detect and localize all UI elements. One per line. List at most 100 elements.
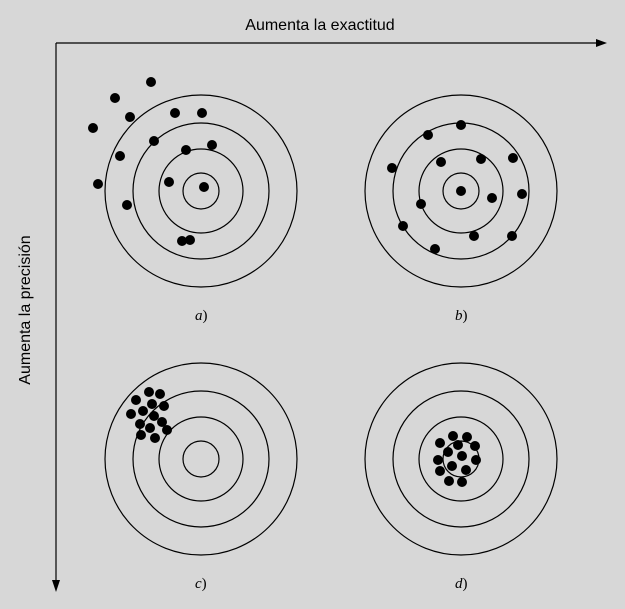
shot-dot xyxy=(157,417,167,427)
shot-dot xyxy=(150,433,160,443)
shot-dot xyxy=(138,406,148,416)
shot-dot xyxy=(144,387,154,397)
target-ring xyxy=(418,416,504,502)
panel-label-a: a) xyxy=(195,308,208,324)
shot-dot xyxy=(93,179,103,189)
shot-dot xyxy=(147,399,157,409)
shot-dot xyxy=(145,423,155,433)
target-ring xyxy=(364,94,558,288)
shot-dot xyxy=(453,440,463,450)
shot-dot xyxy=(508,153,518,163)
shot-dot xyxy=(149,411,159,421)
target-panel-c: c) xyxy=(104,362,298,592)
shot-dot xyxy=(436,157,446,167)
shot-dot xyxy=(146,77,156,87)
precision-axis-arrowhead xyxy=(52,580,60,592)
target-panel-a: a) xyxy=(88,77,298,324)
shot-dot xyxy=(149,136,159,146)
shot-cluster xyxy=(433,431,481,487)
shot-dot xyxy=(423,130,433,140)
shot-dot xyxy=(457,451,467,461)
shot-dot xyxy=(435,466,445,476)
target-ring xyxy=(158,148,244,234)
shot-dot xyxy=(177,236,187,246)
shot-dot xyxy=(155,389,165,399)
panel-letter: b xyxy=(455,308,463,324)
accuracy-axis-label: Aumenta la exactitud xyxy=(245,17,394,34)
shot-dot xyxy=(185,235,195,245)
target-rings xyxy=(104,94,298,288)
shot-dot xyxy=(517,189,527,199)
target-ring xyxy=(442,172,480,210)
panel-label-b: b) xyxy=(455,308,468,324)
target-ring xyxy=(392,390,530,528)
target-ring xyxy=(132,122,270,260)
target-panel-b: b) xyxy=(364,94,558,324)
shot-dot xyxy=(444,476,454,486)
target-ring xyxy=(182,172,220,210)
target-ring xyxy=(182,440,220,478)
shot-dot xyxy=(507,231,517,241)
accuracy-axis-arrowhead xyxy=(596,39,607,47)
target-ring xyxy=(104,362,298,556)
panel-paren: ) xyxy=(202,576,207,592)
shot-dot xyxy=(448,431,458,441)
shot-dot xyxy=(199,182,209,192)
shot-dot xyxy=(125,112,135,122)
shot-cluster xyxy=(387,120,527,254)
shot-dot xyxy=(435,438,445,448)
target-ring xyxy=(158,416,244,502)
shot-dot xyxy=(181,145,191,155)
panel-label-d: d) xyxy=(455,576,468,592)
accuracy-axis xyxy=(56,39,607,47)
shot-dot xyxy=(110,93,120,103)
target-rings xyxy=(104,362,298,556)
shot-dot xyxy=(170,108,180,118)
precision-axis xyxy=(52,43,60,592)
target-ring xyxy=(132,390,270,528)
shot-dot xyxy=(416,199,426,209)
panel-letter: a xyxy=(195,308,203,324)
shot-dot xyxy=(162,425,172,435)
shot-dot xyxy=(207,140,217,150)
target-panel-d: d) xyxy=(364,362,558,592)
shot-dot xyxy=(398,221,408,231)
precision-axis-label: Aumenta la precisión xyxy=(17,235,34,384)
shot-dot xyxy=(126,409,136,419)
shot-dot xyxy=(135,419,145,429)
shot-dot xyxy=(470,441,480,451)
panel-letter: c xyxy=(195,576,202,592)
shot-cluster xyxy=(126,387,172,443)
shot-dot xyxy=(457,477,467,487)
shot-dot xyxy=(159,401,169,411)
shot-dot xyxy=(471,455,481,465)
shot-dot xyxy=(131,395,141,405)
shot-dot xyxy=(462,432,472,442)
shot-dot xyxy=(136,430,146,440)
shot-dot xyxy=(461,465,471,475)
panel-paren: ) xyxy=(463,576,468,592)
target-ring xyxy=(418,148,504,234)
shot-dot xyxy=(456,120,466,130)
shot-cluster xyxy=(88,77,217,246)
shot-dot xyxy=(88,123,98,133)
shot-dot xyxy=(447,461,457,471)
shot-dot xyxy=(443,447,453,457)
shot-dot xyxy=(115,151,125,161)
shot-dot xyxy=(487,193,497,203)
panel-paren: ) xyxy=(463,308,468,324)
shot-dot xyxy=(197,108,207,118)
shot-dot xyxy=(164,177,174,187)
panel-paren: ) xyxy=(203,308,208,324)
shot-dot xyxy=(476,154,486,164)
shot-dot xyxy=(387,163,397,173)
shot-dot xyxy=(433,455,443,465)
shot-dot xyxy=(456,186,466,196)
panel-letter: d xyxy=(455,576,463,592)
target-ring xyxy=(364,362,558,556)
panel-label-c: c) xyxy=(195,576,207,592)
shot-dot xyxy=(122,200,132,210)
shot-dot xyxy=(430,244,440,254)
shot-dot xyxy=(469,231,479,241)
